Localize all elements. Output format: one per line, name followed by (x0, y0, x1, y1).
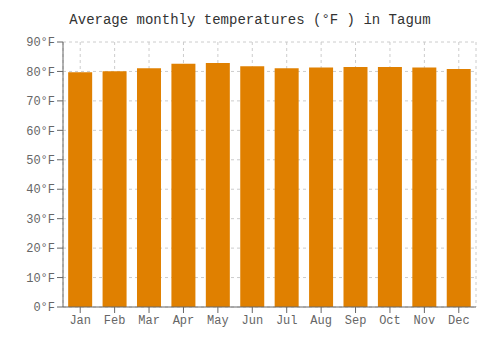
svg-text:20°F: 20°F (26, 242, 55, 256)
svg-text:0°F: 0°F (33, 301, 55, 315)
svg-text:Jun: Jun (241, 314, 263, 328)
html-text:Average monthly temperatures (: Average monthly temperatures (°F ) in Ta… (69, 12, 431, 28)
svg-text:Feb: Feb (104, 314, 126, 328)
svg-text:60°F: 60°F (26, 125, 55, 139)
svg-text:Aug: Aug (310, 314, 332, 328)
svg-text:Dec: Dec (448, 314, 470, 328)
svg-text:90°F: 90°F (26, 36, 55, 50)
svg-text:Mar: Mar (138, 314, 160, 328)
svg-text:Sep: Sep (345, 314, 367, 328)
svg-text:30°F: 30°F (26, 213, 55, 227)
svg-text:May: May (207, 314, 229, 328)
svg-text:Nov: Nov (414, 314, 436, 328)
svg-text:Apr: Apr (173, 314, 195, 328)
svg-text:Oct: Oct (379, 314, 401, 328)
svg-text:Jan: Jan (69, 314, 91, 328)
svg-text:50°F: 50°F (26, 154, 55, 168)
svg-text:10°F: 10°F (26, 272, 55, 286)
svg-text:80°F: 80°F (26, 66, 55, 80)
svg-text:70°F: 70°F (26, 95, 55, 109)
svg-text:Jul: Jul (276, 314, 298, 328)
svg-text:40°F: 40°F (26, 183, 55, 197)
